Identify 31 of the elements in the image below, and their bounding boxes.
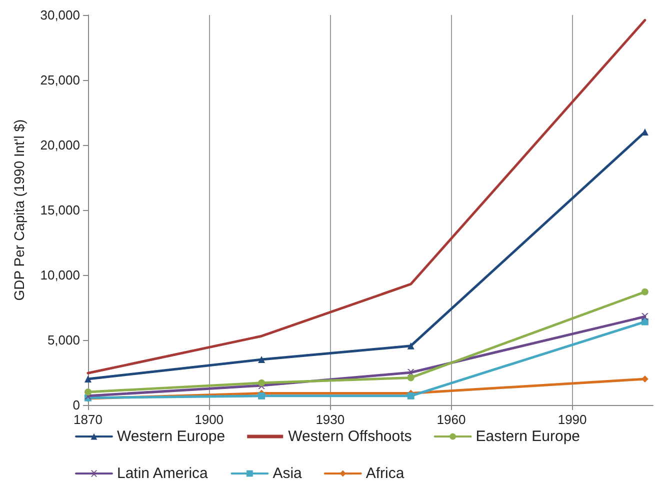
point [84, 388, 92, 396]
y-tick-label: 20,000 [40, 138, 80, 152]
point [641, 313, 648, 320]
point [407, 374, 414, 382]
legend-label: Africa [366, 465, 405, 482]
point [641, 318, 648, 326]
legend-label: Eastern Europe [476, 428, 580, 445]
point [258, 356, 266, 363]
legend-label: Latin America [116, 465, 209, 482]
legend-label: Western Offshoots [288, 428, 412, 445]
point [641, 288, 648, 296]
x-tick-label: 1930 [316, 412, 345, 427]
line-series [86, 18, 646, 374]
y-tick-label: 10,000 [40, 268, 80, 282]
y-tick-label: 25,000 [40, 72, 80, 88]
legend-label: Asia [272, 465, 303, 482]
x-tick-label: 1900 [194, 412, 224, 427]
y-tick-label: 0 [72, 398, 80, 412]
y-tick-label: 30,000 [40, 8, 80, 22]
x-tick-label: 1870 [74, 412, 102, 427]
y-tick-label: 15,000 [40, 202, 80, 218]
y-tick-label: 5,000 [47, 332, 80, 348]
legend-label: Western Europe [116, 428, 226, 445]
y-axis-title: GDP Per Capita (1990 Int'l $) [11, 119, 27, 301]
x-tick-label: 1990 [558, 412, 587, 427]
x-tick-label: 1960 [436, 412, 466, 427]
point [84, 376, 92, 382]
point [407, 392, 414, 400]
point [258, 379, 266, 386]
point [407, 342, 414, 350]
point [258, 392, 266, 400]
